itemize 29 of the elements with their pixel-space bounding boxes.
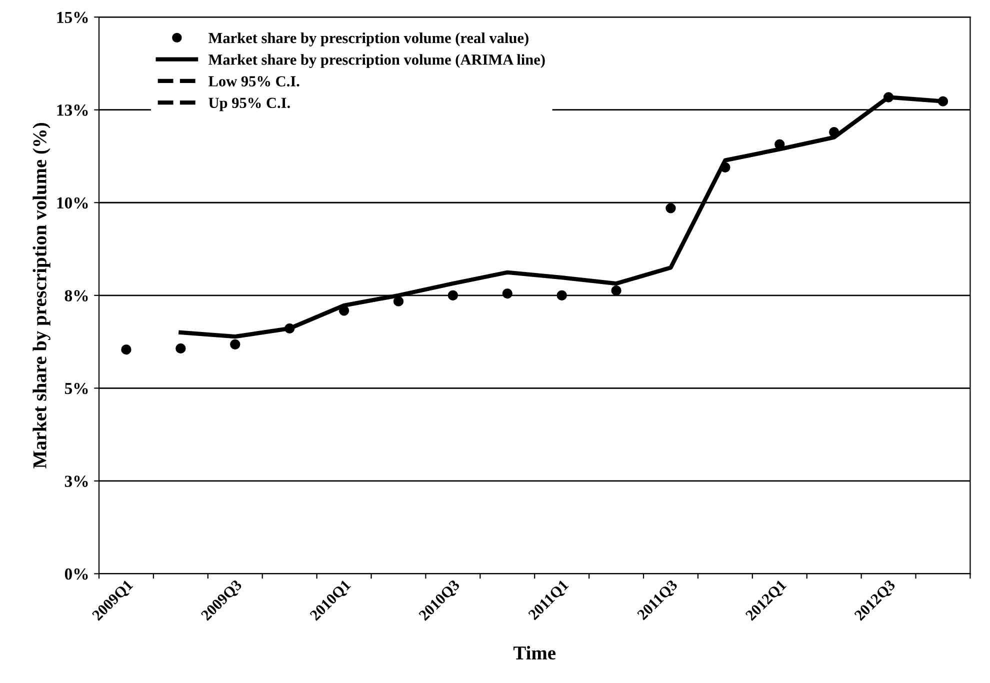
y-tick-label: 3% xyxy=(64,476,88,487)
point xyxy=(883,92,894,102)
y-tick-label: 13% xyxy=(57,104,88,116)
y-tick-label: 8% xyxy=(64,290,88,302)
y-tick-label: 0% xyxy=(64,568,88,580)
legend-label: Up 95% C.I. xyxy=(208,98,290,112)
point xyxy=(938,96,948,106)
y-tick-label: 5% xyxy=(64,382,88,394)
point xyxy=(230,339,240,350)
y-tick-label: 10% xyxy=(57,197,88,209)
legend-label: Market share by prescription volume (ARIMA line) xyxy=(208,54,545,68)
point xyxy=(556,290,567,300)
point xyxy=(502,288,512,299)
point xyxy=(774,139,785,150)
point xyxy=(176,343,186,354)
point xyxy=(284,323,295,334)
point xyxy=(828,127,840,138)
legend-label: Low 95% C.I. xyxy=(208,76,300,87)
point xyxy=(448,290,458,300)
point xyxy=(338,306,350,316)
x-axis-title: Time xyxy=(513,646,556,660)
y-axis-title: Market share by prescription volume (%) xyxy=(32,122,50,468)
point xyxy=(720,162,730,172)
legend-label: Market share by prescription volume (real value) xyxy=(208,32,528,46)
y-tick-label: 15% xyxy=(57,12,88,24)
point xyxy=(121,344,132,355)
point xyxy=(611,285,622,296)
point xyxy=(666,203,676,214)
point xyxy=(393,296,404,306)
